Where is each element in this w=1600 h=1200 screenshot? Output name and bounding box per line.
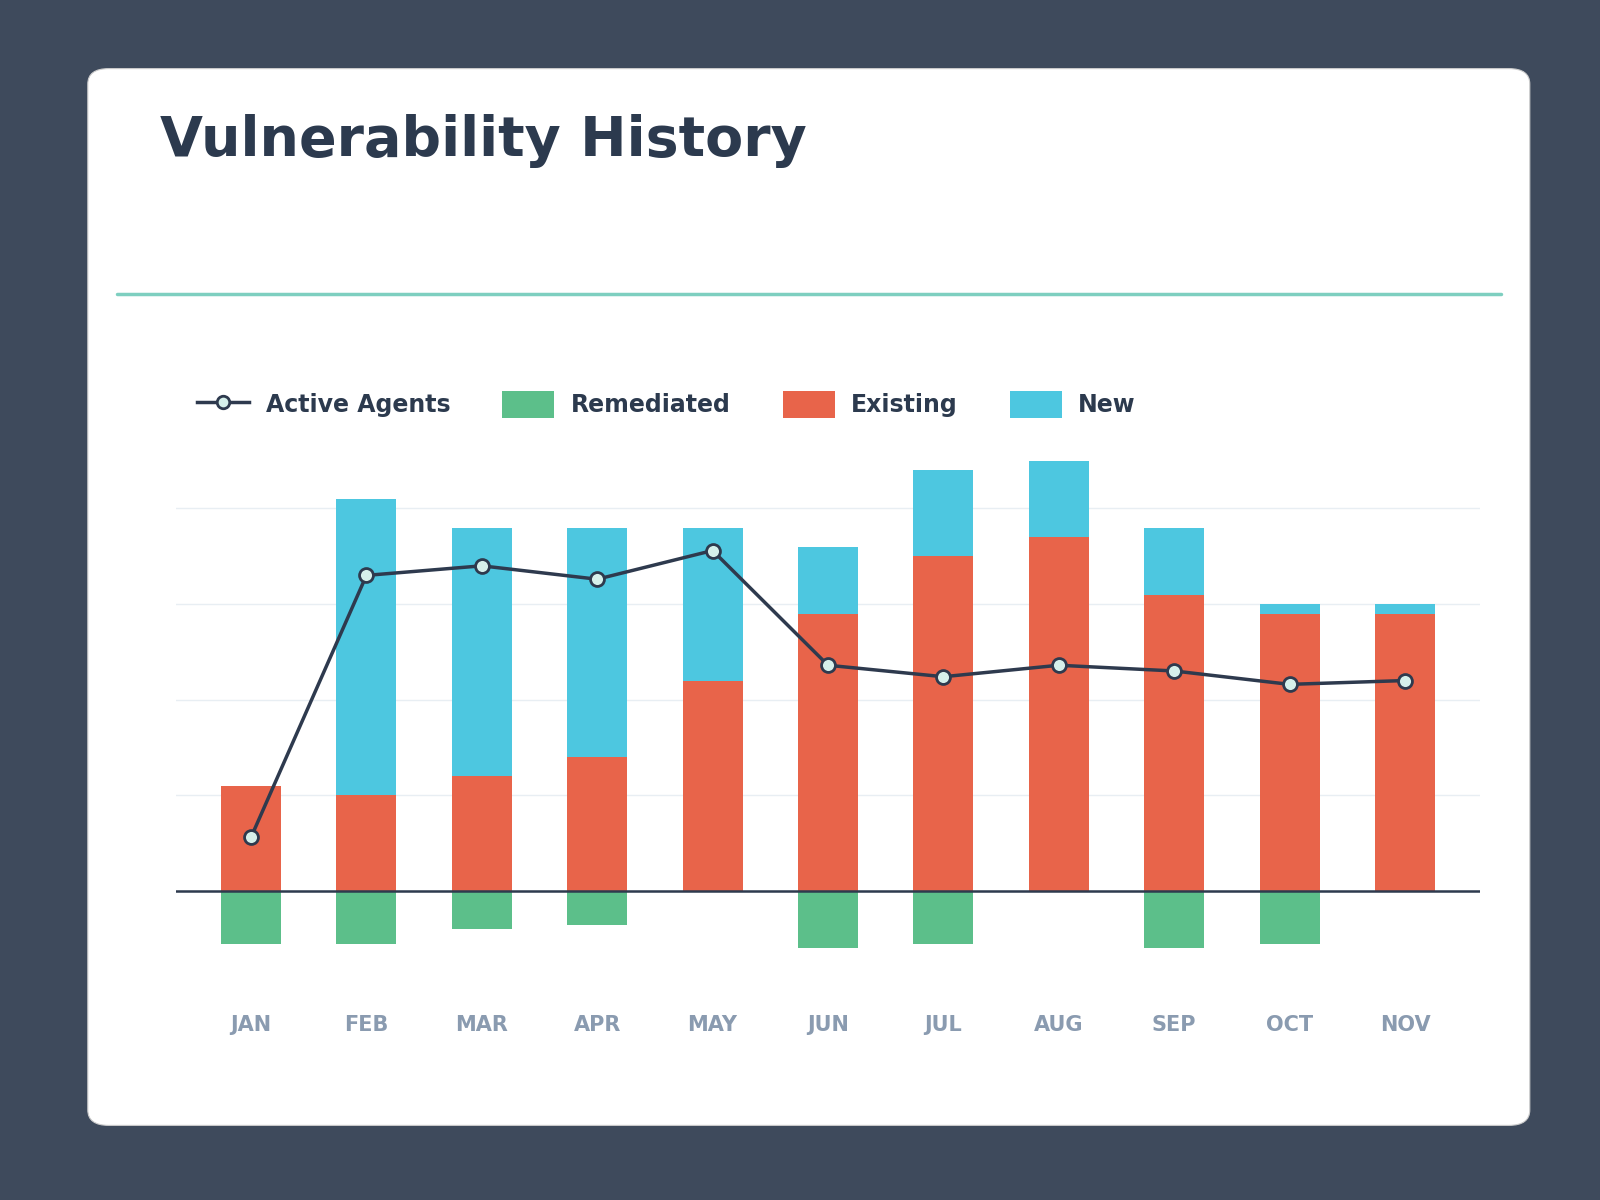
Bar (1144, 890, 1205, 948)
Bar (451, 890, 512, 929)
Bar (683, 680, 742, 890)
Legend: Active Agents, Remediated, Existing, New: Active Agents, Remediated, Existing, New (187, 382, 1146, 427)
Bar (221, 786, 282, 890)
Bar (221, 890, 282, 944)
Bar (336, 890, 397, 944)
Bar (451, 528, 512, 776)
Bar (1144, 528, 1205, 594)
Bar (798, 613, 858, 890)
Bar (568, 890, 627, 925)
Bar (568, 528, 627, 757)
Bar (1259, 604, 1320, 613)
Bar (568, 757, 627, 890)
FancyBboxPatch shape (88, 68, 1530, 1126)
Bar (683, 528, 742, 680)
Bar (914, 557, 973, 890)
Bar (914, 890, 973, 944)
Bar (798, 547, 858, 613)
Bar (1259, 890, 1320, 944)
Bar (451, 776, 512, 890)
Bar (798, 890, 858, 948)
Bar (1259, 613, 1320, 890)
Text: Vulnerability History: Vulnerability History (160, 114, 806, 168)
Bar (336, 796, 397, 890)
Bar (336, 499, 397, 796)
Bar (1374, 613, 1435, 890)
Bar (1029, 538, 1090, 890)
Bar (1374, 604, 1435, 613)
Bar (1029, 461, 1090, 538)
Bar (914, 470, 973, 557)
Bar (1144, 594, 1205, 890)
